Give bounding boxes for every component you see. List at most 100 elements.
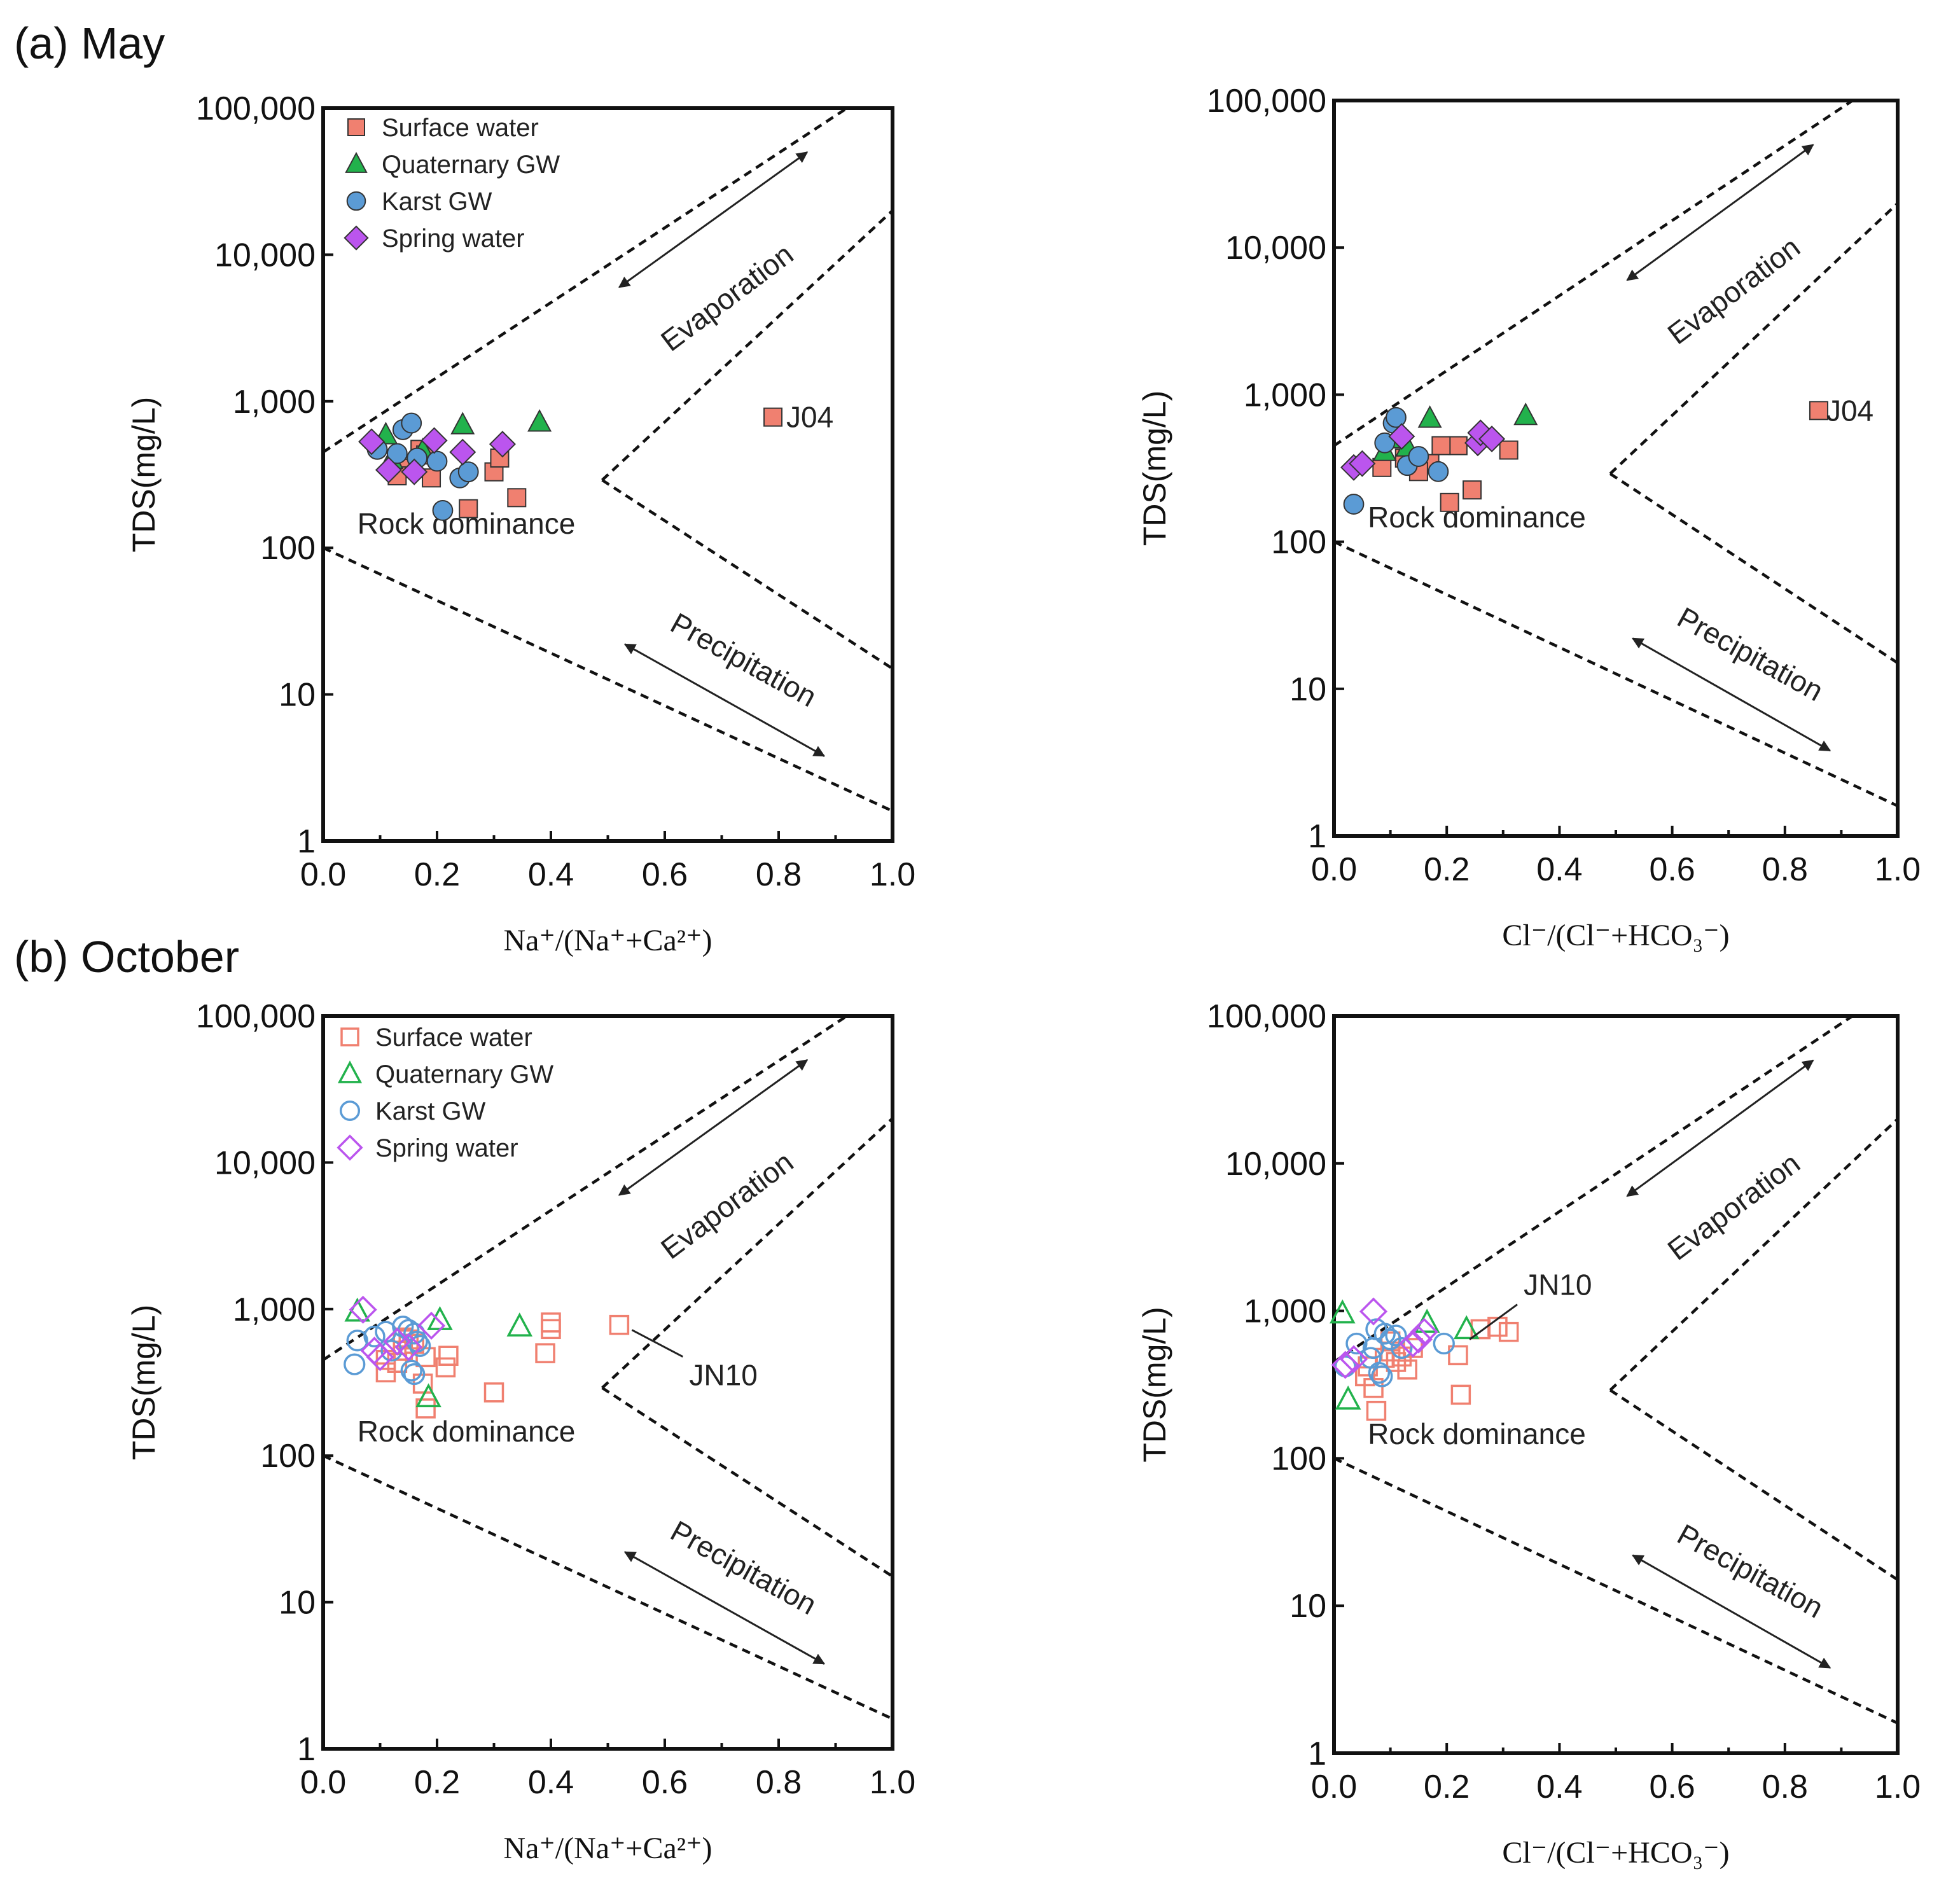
legend-label: Surface water	[382, 114, 539, 142]
y-tick-label: 1,000	[1244, 1293, 1326, 1330]
point-label: JN10	[689, 1359, 757, 1392]
data-point	[1809, 401, 1828, 420]
chart-oct-cl: 0.0 0.2 0.4 0.6 0.8 1.0 1 10 100 1,000 10,000 100,0…	[1137, 998, 1921, 1870]
data-point	[417, 1311, 446, 1340]
y-tick-label: 100,000	[1207, 998, 1326, 1035]
data-point	[1428, 461, 1449, 482]
x-tick-label: 0.4	[1536, 1768, 1582, 1805]
y-tick-label: 10,000	[1225, 1146, 1326, 1183]
data-point	[415, 1383, 441, 1408]
y-tick-label: 10,000	[214, 237, 316, 274]
y-tick-label: 100	[260, 1438, 316, 1475]
x-tick-label: 0.4	[1536, 851, 1582, 888]
data-point	[1330, 1299, 1356, 1324]
data-point	[763, 407, 783, 427]
rock-dominance-label: Rock dominance	[358, 1415, 576, 1448]
precipitation-label: Precipitation	[1672, 601, 1829, 707]
data-point	[1371, 1365, 1393, 1387]
data-point	[1386, 1352, 1407, 1372]
data-point	[609, 1314, 630, 1335]
evaporation-arrow	[618, 1059, 809, 1196]
y-tick-label: 1,000	[1244, 377, 1326, 413]
data-point	[420, 427, 448, 454]
x-tick-label: 0.6	[642, 856, 688, 893]
precipitation-label: Precipitation	[665, 1514, 823, 1621]
lower-boundary-line	[323, 546, 893, 813]
data-point	[1440, 492, 1459, 512]
data-point	[432, 499, 454, 521]
data-point	[1359, 1297, 1388, 1326]
data-point	[426, 450, 448, 472]
y-tick-label: 1	[1308, 818, 1326, 855]
data-point	[1513, 402, 1538, 426]
point-label: J04	[1826, 394, 1873, 427]
evaporation-arrow	[1626, 144, 1814, 281]
legend-label: Spring water	[375, 1134, 518, 1162]
x-tick-label: 1.0	[1875, 851, 1921, 888]
data-point	[449, 438, 476, 466]
x-tick-label: 0.0	[1311, 1768, 1357, 1805]
point-label-leader	[1469, 1303, 1518, 1340]
data-point	[1448, 1345, 1468, 1366]
data-point	[346, 1330, 368, 1352]
chart-oct-na: 0.0 0.2 0.4 0.6 0.8 1.0 1 10 100 1,000 10,000 100,0…	[126, 998, 915, 1865]
data-point	[535, 1343, 555, 1363]
data-point	[1499, 440, 1519, 460]
legend-label: Spring water	[382, 225, 525, 253]
data-point	[1391, 1337, 1413, 1359]
inner-upper-boundary-line	[1609, 1118, 1898, 1391]
y-axis-label: TDS(mg/L)	[1137, 391, 1172, 546]
data-point	[1433, 1332, 1455, 1355]
inner-lower-boundary-line	[601, 1386, 893, 1578]
legend-marker	[345, 151, 368, 173]
data-point	[1331, 1351, 1359, 1379]
data-point	[1366, 1400, 1387, 1421]
y-tick-label: 100,000	[196, 998, 316, 1035]
data-point	[1478, 425, 1506, 453]
data-point	[527, 409, 552, 432]
y-tick-label: 10	[1289, 1588, 1326, 1625]
legend-label: Karst GW	[382, 188, 492, 216]
data-point	[1397, 1359, 1417, 1380]
legend-marker	[344, 225, 369, 251]
y-tick-label: 100,000	[196, 90, 316, 127]
lower-boundary-line	[1334, 1457, 1898, 1725]
data-point	[1343, 494, 1365, 515]
data-point	[400, 1359, 422, 1382]
data-point	[427, 1306, 453, 1330]
data-point	[1498, 1321, 1519, 1342]
inner-upper-boundary-line	[601, 209, 893, 482]
evaporation-arrow	[618, 151, 809, 288]
y-tick-label: 10	[279, 1585, 316, 1622]
data-point	[409, 1335, 431, 1357]
data-point	[1408, 446, 1429, 467]
x-tick-label: 0.6	[642, 1764, 688, 1801]
lower-boundary-line	[323, 1454, 893, 1721]
data-point	[1359, 1347, 1382, 1369]
evaporation-arrow	[1626, 1059, 1814, 1197]
x-axis-label: Cl⁻/(Cl⁻+HCO₃⁻)	[1502, 919, 1729, 952]
data-point	[541, 1312, 561, 1333]
y-tick-label: 10,000	[1225, 230, 1326, 267]
y-tick-label: 10	[1289, 671, 1326, 708]
data-point	[1417, 405, 1442, 428]
legend-label: Quaternary GW	[382, 151, 560, 179]
y-axis-label: TDS(mg/L)	[126, 397, 162, 552]
evaporation-label: Evaporation	[1662, 230, 1806, 351]
y-tick-label: 1	[297, 1731, 316, 1768]
inner-upper-boundary-line	[1609, 202, 1898, 475]
legend-marker	[347, 118, 365, 136]
inner-lower-boundary-line	[1609, 1389, 1898, 1581]
chart-may-na: 0.0 0.2 0.4 0.6 0.8 1.0 1 10 100 1,000 10,000 100,0…	[126, 90, 915, 957]
x-tick-label: 0.8	[756, 1764, 802, 1801]
data-point	[1335, 1385, 1361, 1410]
data-point	[360, 1337, 389, 1365]
x-tick-label: 0.0	[300, 856, 346, 893]
data-point	[1386, 407, 1407, 428]
y-tick-label: 1	[1308, 1735, 1326, 1772]
y-axis-label: TDS(mg/L)	[1137, 1307, 1172, 1462]
y-tick-label: 10	[279, 677, 316, 714]
inner-lower-boundary-line	[1609, 472, 1898, 664]
y-tick-label: 1	[297, 823, 316, 860]
legend-marker	[339, 1100, 361, 1122]
